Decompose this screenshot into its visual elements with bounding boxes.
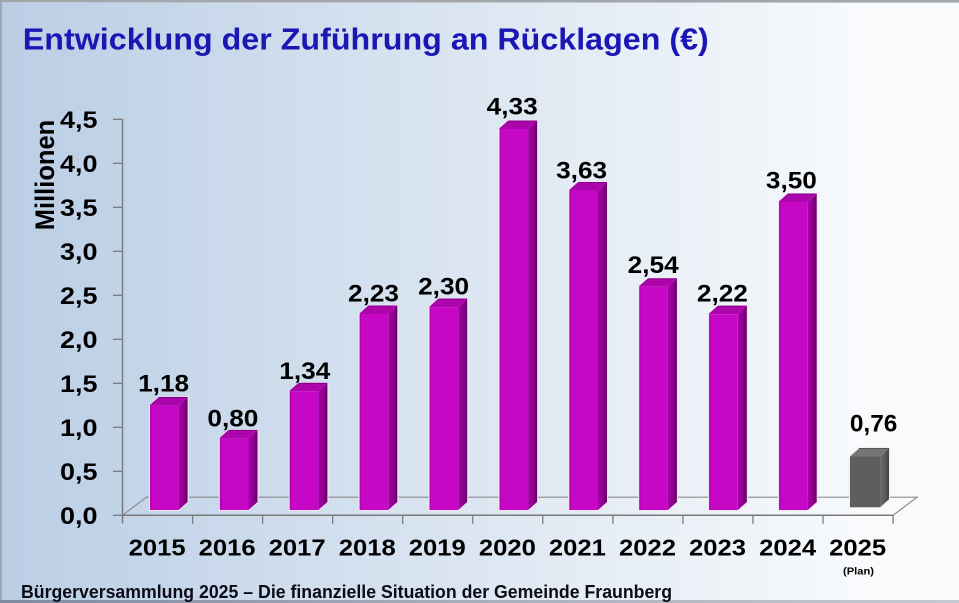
svg-text:2,54: 2,54: [628, 252, 680, 279]
svg-text:0,0: 0,0: [60, 503, 98, 530]
svg-text:2018: 2018: [339, 535, 396, 561]
svg-text:2022: 2022: [619, 535, 676, 561]
svg-text:3,5: 3,5: [60, 195, 98, 222]
svg-text:(Plan): (Plan): [843, 566, 874, 578]
svg-text:2,5: 2,5: [60, 283, 98, 310]
svg-text:Bürgerversammlung 2025 – Die: Bürgerversammlung 2025 – Die finanzielle…: [21, 582, 672, 602]
svg-text:1,18: 1,18: [138, 371, 189, 398]
svg-text:2019: 2019: [409, 535, 466, 561]
svg-text:0,76: 0,76: [850, 411, 898, 438]
svg-text:2,23: 2,23: [348, 280, 399, 307]
svg-text:2016: 2016: [199, 535, 256, 561]
svg-text:3,0: 3,0: [60, 239, 98, 266]
svg-text:3,63: 3,63: [556, 158, 607, 185]
svg-text:2,22: 2,22: [697, 281, 748, 308]
svg-text:Millionen: Millionen: [30, 120, 60, 231]
svg-text:0,80: 0,80: [207, 406, 258, 433]
svg-text:Entwicklung der Zuführung an R: Entwicklung der Zuführung an Rücklagen (…: [23, 22, 709, 57]
svg-text:3,50: 3,50: [766, 168, 817, 195]
svg-text:1,5: 1,5: [60, 371, 98, 398]
svg-text:0,5: 0,5: [60, 459, 98, 486]
svg-text:4,5: 4,5: [60, 107, 98, 134]
svg-text:1,34: 1,34: [279, 358, 331, 385]
svg-text:2021: 2021: [549, 535, 606, 561]
svg-text:2024: 2024: [759, 535, 816, 561]
svg-text:4,0: 4,0: [60, 151, 98, 178]
svg-text:2,30: 2,30: [418, 273, 469, 300]
svg-text:2017: 2017: [269, 535, 326, 561]
svg-text:2025: 2025: [829, 535, 886, 561]
svg-text:4,33: 4,33: [487, 93, 538, 120]
svg-text:2,0: 2,0: [60, 327, 98, 354]
svg-text:2020: 2020: [479, 535, 536, 561]
svg-text:1,0: 1,0: [60, 415, 98, 442]
svg-text:2015: 2015: [129, 535, 186, 561]
svg-text:2023: 2023: [689, 535, 746, 561]
